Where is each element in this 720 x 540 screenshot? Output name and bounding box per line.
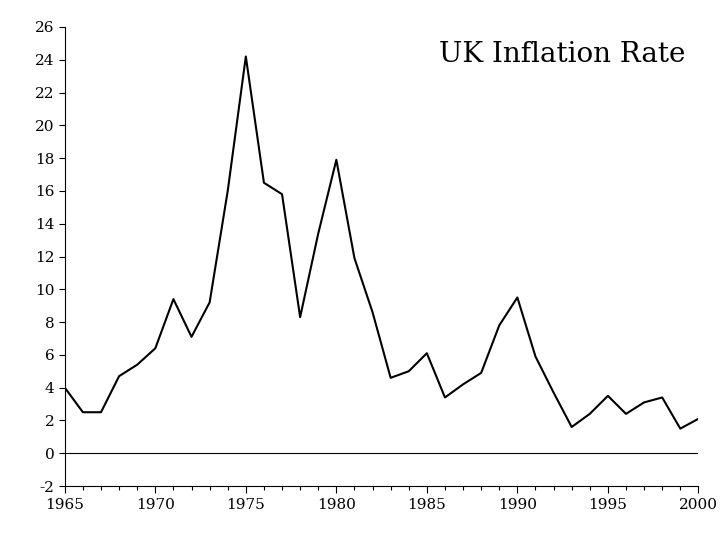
Text: UK Inflation Rate: UK Inflation Rate (439, 41, 685, 68)
